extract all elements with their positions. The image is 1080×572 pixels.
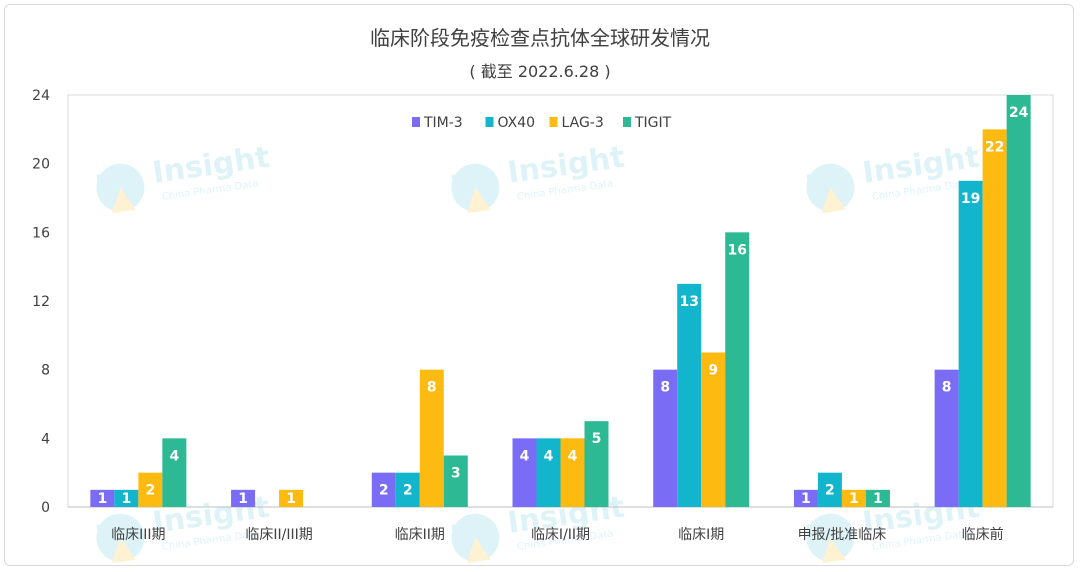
- data-label: 2: [403, 483, 413, 499]
- bar: [701, 352, 726, 507]
- y-tick-label: 12: [32, 294, 50, 310]
- data-label: 4: [544, 448, 554, 464]
- insight-logo-icon: [96, 163, 145, 214]
- x-category-label: 申报/批准临床: [798, 527, 887, 543]
- bar: [677, 283, 702, 507]
- data-label: 1: [873, 491, 883, 507]
- y-tick-label: 4: [41, 431, 50, 447]
- data-label: 1: [121, 491, 131, 507]
- data-label: 5: [592, 431, 602, 447]
- insight-logo-icon: [451, 513, 500, 564]
- x-category-label: 临床II期: [395, 527, 445, 543]
- data-label: 8: [427, 380, 437, 396]
- legend-entry: TIGIT: [634, 115, 672, 131]
- bar: [512, 438, 537, 507]
- bar: [653, 369, 678, 507]
- legend-swatch: [549, 117, 558, 127]
- insight-logo-icon: [96, 513, 145, 564]
- bar: [982, 129, 1007, 508]
- bar: [841, 489, 866, 507]
- bar: [162, 438, 187, 507]
- insight-logo-icon: [806, 163, 855, 214]
- data-label: 1: [97, 491, 107, 507]
- x-category-label: 临床III期: [111, 527, 165, 543]
- data-label: 1: [286, 491, 296, 507]
- bar: [536, 438, 561, 507]
- bar: [138, 472, 163, 507]
- legend-entry: OX40: [498, 115, 536, 131]
- chart-title: 临床阶段免疫检查点抗体全球研发情况: [370, 26, 710, 50]
- y-tick-label: 0: [41, 500, 50, 516]
- legend-swatch: [412, 117, 420, 127]
- data-label: 22: [985, 139, 1004, 155]
- y-axis: 0 4 8 12 16 20 24: [32, 88, 50, 516]
- y-tick-label: 20: [32, 157, 50, 173]
- bar: [371, 472, 396, 507]
- bar: [443, 455, 468, 507]
- legend-swatch: [623, 117, 631, 127]
- bar: [231, 489, 256, 507]
- data-label: 1: [238, 491, 248, 507]
- bar: [114, 489, 139, 507]
- bar: [395, 472, 420, 507]
- data-label: 3: [451, 466, 461, 482]
- data-label: 19: [961, 191, 980, 207]
- bar: [90, 489, 115, 507]
- data-label: 2: [145, 483, 155, 499]
- chart-subtitle: ( 截至 2022.6.28 ): [469, 62, 611, 81]
- bar: [817, 472, 842, 507]
- bar: [419, 369, 444, 507]
- y-tick-label: 16: [32, 225, 50, 241]
- legend-swatch: [485, 117, 494, 127]
- data-label: 13: [679, 294, 698, 310]
- x-category-label: 临床前: [962, 526, 1004, 543]
- data-label: 8: [660, 380, 670, 396]
- bar-series: [90, 95, 1031, 508]
- y-tick-label: 8: [41, 363, 50, 379]
- x-category-label: 临床I期: [678, 527, 724, 543]
- x-category-label: 临床II/III期: [245, 527, 312, 543]
- bar: [560, 438, 585, 507]
- insight-logo-icon: [451, 163, 500, 214]
- chart-frame: [4, 4, 1074, 566]
- y-tick-label: 24: [32, 88, 50, 104]
- bar: [865, 489, 890, 507]
- bar: [584, 421, 609, 507]
- bar: [958, 180, 983, 508]
- bar: [279, 489, 304, 507]
- data-label: 9: [708, 363, 718, 379]
- data-label: 4: [169, 448, 179, 464]
- data-label: 4: [520, 448, 530, 464]
- bar: [793, 489, 818, 507]
- x-category-label: 临床I/II期: [531, 527, 590, 543]
- data-label: 24: [1009, 105, 1029, 121]
- data-label: 2: [379, 483, 389, 499]
- data-label: 4: [568, 448, 578, 464]
- data-label: 1: [849, 491, 859, 507]
- legend: TIM-3 OX40 LAG-3 TIGIT: [412, 115, 672, 131]
- data-label: 2: [825, 483, 835, 499]
- bar: [1006, 95, 1031, 507]
- bar: [725, 232, 750, 508]
- legend-entry: TIM-3: [423, 115, 463, 131]
- data-label: 16: [727, 242, 746, 258]
- bar: [934, 369, 959, 507]
- data-label: 8: [942, 380, 952, 396]
- insight-logo-icon: [806, 513, 855, 564]
- data-label: 1: [801, 491, 811, 507]
- legend-entry: LAG-3: [562, 115, 604, 131]
- x-axis: 临床III期 临床II/III期 临床II期 临床I/II期 临床I期 申报/批准临床 临床…: [111, 526, 1003, 543]
